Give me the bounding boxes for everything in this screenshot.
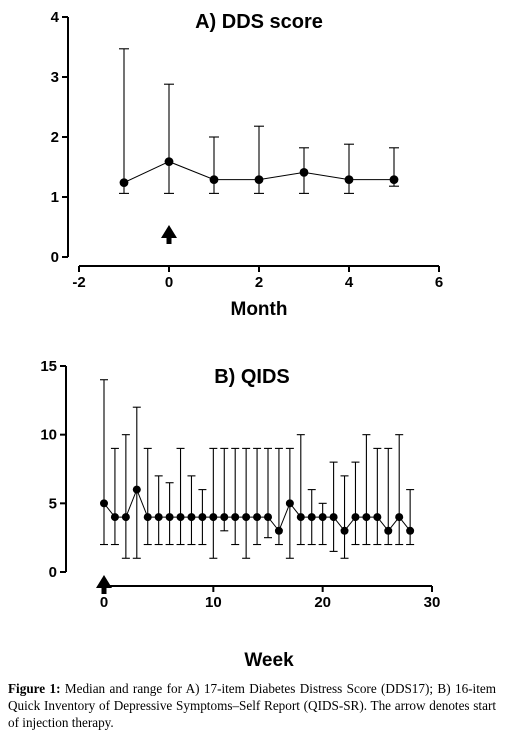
- median-point: [285, 499, 294, 508]
- median-point: [264, 513, 272, 522]
- median-point: [143, 513, 152, 522]
- median-point: [176, 513, 185, 522]
- median-point: [187, 513, 196, 522]
- caption-label: Figure 1:: [8, 681, 61, 696]
- median-point: [406, 526, 415, 535]
- median-point: [274, 526, 283, 535]
- chart-panel-qids: B) QIDS Week 0 5 10 15 0 10 20 30: [40, 358, 440, 671]
- median-point: [329, 513, 338, 522]
- figure-panels: A) DDS score Month 0 1 2 3 4 ‑2 0 2 4 6 B) QIDS W…: [40, 9, 444, 671]
- x-tick-label: 6: [435, 274, 443, 291]
- median-point: [344, 175, 354, 185]
- y-tick-label: 4: [51, 9, 60, 26]
- median-point: [231, 513, 240, 522]
- arrow-marker-stem: [166, 237, 172, 244]
- arrow-marker-head: [96, 575, 112, 588]
- y-tick-label: 0: [51, 249, 59, 266]
- x-tick-label: 30: [424, 594, 441, 611]
- arrow-marker-stem: [101, 587, 107, 594]
- median-point: [389, 175, 399, 185]
- median-point: [373, 513, 382, 522]
- arrow-marker-head: [161, 225, 177, 238]
- median-point: [198, 513, 207, 522]
- median-point: [395, 513, 404, 522]
- median-point: [164, 157, 174, 167]
- median-point: [154, 513, 163, 522]
- median-point: [307, 513, 316, 522]
- y-tick-label: 3: [51, 69, 59, 86]
- x-tick-label: ‑2: [72, 274, 85, 291]
- median-point: [209, 513, 218, 522]
- figure-caption: Figure 1: Median and range for A) 17-ite…: [8, 680, 496, 731]
- chart-title: A) DDS score: [195, 11, 323, 33]
- x-tick-label: 10: [205, 594, 222, 611]
- y-tick-label: 0: [49, 564, 57, 581]
- chart-panel-dds: A) DDS score Month 0 1 2 3 4 ‑2 0 2 4 6: [51, 9, 444, 320]
- x-axis-label: Month: [231, 299, 288, 320]
- x-tick-label: 0: [165, 274, 173, 291]
- median-point: [254, 175, 264, 185]
- median-point: [351, 513, 360, 522]
- y-tick-label: 2: [51, 129, 59, 146]
- x-axis-label: Week: [244, 650, 294, 671]
- median-point: [318, 513, 327, 522]
- y-tick-label: 15: [40, 358, 57, 375]
- median-point: [296, 513, 305, 522]
- chart-title: B) QIDS: [214, 366, 290, 388]
- median-point: [220, 513, 229, 522]
- x-tick-label: 2: [255, 274, 263, 291]
- y-tick-label: 10: [40, 427, 57, 444]
- median-point: [362, 513, 371, 522]
- median-point: [110, 513, 119, 522]
- median-point: [121, 513, 130, 522]
- median-point: [253, 513, 262, 522]
- median-point: [209, 175, 219, 185]
- x-tick-label: 4: [345, 274, 354, 291]
- median-point: [299, 168, 309, 177]
- y-tick-label: 5: [49, 495, 57, 512]
- median-point: [242, 513, 251, 522]
- x-tick-label: 20: [314, 594, 331, 611]
- median-point: [119, 178, 129, 188]
- y-tick-label: 1: [51, 189, 59, 206]
- median-point: [165, 513, 174, 522]
- median-point: [340, 526, 349, 535]
- caption-text: Median and range for A) 17-item Diabetes…: [8, 681, 496, 730]
- median-point: [384, 526, 393, 535]
- median-point: [132, 485, 141, 494]
- x-tick-label: 0: [100, 594, 108, 611]
- median-point: [100, 499, 108, 508]
